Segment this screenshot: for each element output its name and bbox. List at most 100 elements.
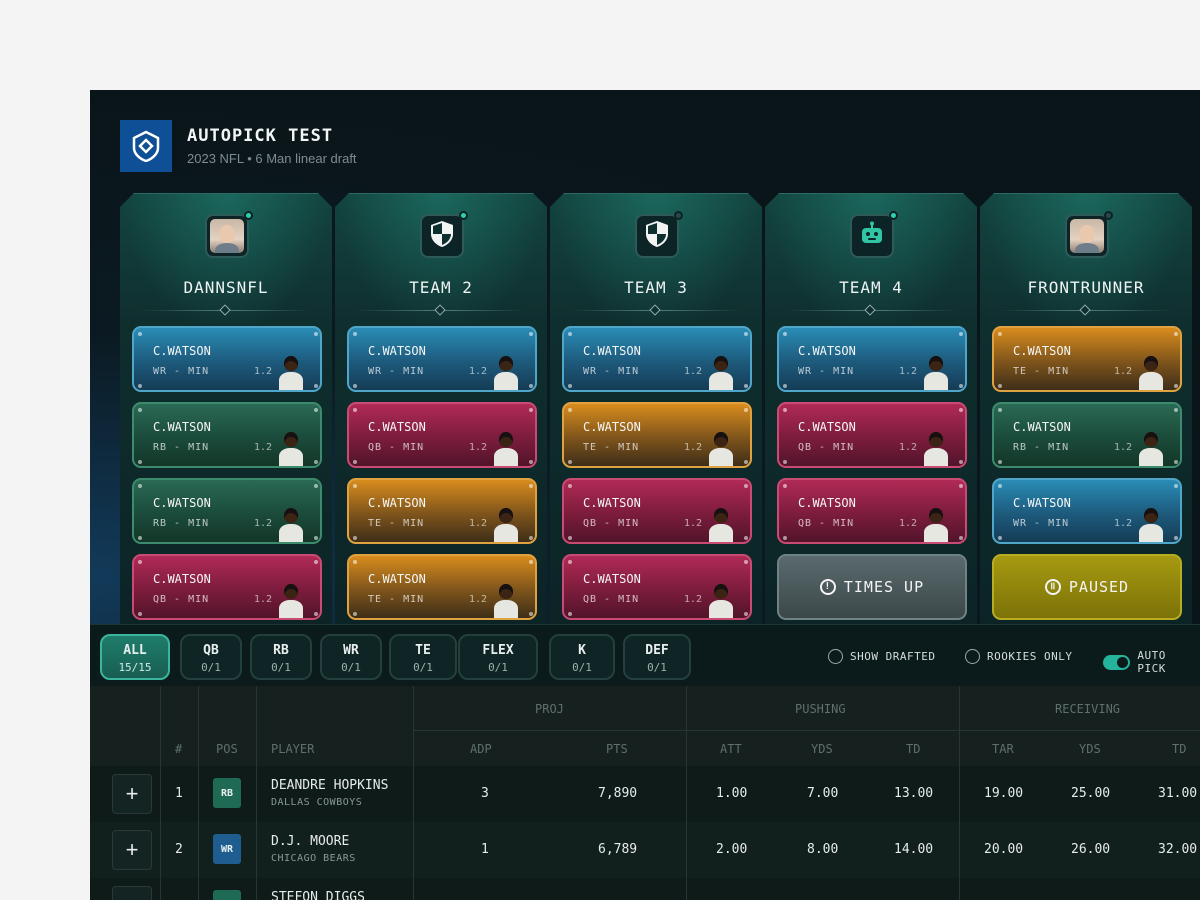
pick-card[interactable]: C.WATSON QB - MIN 1.2 <box>132 554 322 620</box>
pick-position-team: WR - MIN <box>583 366 640 377</box>
pick-number: 1.2 <box>898 442 917 453</box>
col-header-adp[interactable]: ADP <box>470 742 492 756</box>
add-player-button[interactable]: + <box>112 774 152 814</box>
draft-app: AUTOPICK TEST 2023 NFL • 6 Man linear dr… <box>90 90 1200 900</box>
player-headshot <box>1138 508 1164 542</box>
auto-pick-option[interactable]: AUTO PICK <box>1103 649 1200 675</box>
pick-card[interactable]: C.WATSON RB - MIN 1.2 <box>132 402 322 468</box>
auto-pick-label: AUTO PICK <box>1137 649 1166 675</box>
player-headshot <box>708 584 734 618</box>
pick-card[interactable]: C.WATSON WR - MIN 1.2 <box>777 326 967 392</box>
filter-count: 0/1 <box>271 661 291 674</box>
receiving-td-cell: 32.00 <box>1158 842 1198 857</box>
show-drafted-option[interactable]: SHOW DRAFTED <box>828 649 935 664</box>
pick-card[interactable]: C.WATSON WR - MIN 1.2 <box>347 326 537 392</box>
player-name[interactable]: D.J. MOORE <box>271 834 350 849</box>
pick-player-name: C.WATSON <box>583 496 641 510</box>
filter-label: WR <box>343 643 359 658</box>
player-headshot <box>1138 356 1164 390</box>
team-name: TEAM 4 <box>839 278 903 297</box>
table-row[interactable]: +1 RB DEANDRE HOPKINS DALLAS COWBOYS 3 7,890 1… <box>90 766 1200 822</box>
team-avatar[interactable] <box>420 211 468 258</box>
player-headshot <box>493 508 519 542</box>
pick-number: 1.2 <box>683 518 702 529</box>
team-column: FRONTRUNNER C.WATSON TE - MIN 1.2 C.WATSON RB… <box>980 193 1192 633</box>
pick-card[interactable]: C.WATSON WR - MIN 1.2 <box>562 326 752 392</box>
filter-def[interactable]: DEF 0/1 <box>623 634 691 680</box>
pick-card[interactable]: C.WATSON QB - MIN 1.2 <box>562 478 752 544</box>
pick-card[interactable]: C.WATSON QB - MIN 1.2 <box>347 402 537 468</box>
table-row[interactable]: + STEFON DIGGS <box>90 878 1200 900</box>
pick-player-name: C.WATSON <box>798 344 856 358</box>
rivet-dot <box>314 384 318 388</box>
rookies-only-option[interactable]: ROOKIES ONLY <box>965 649 1072 664</box>
col-divider <box>198 686 199 900</box>
col-header-rank[interactable]: # <box>175 742 183 756</box>
rivet-dot <box>744 408 748 412</box>
team-avatar[interactable] <box>1065 211 1113 258</box>
pick-card[interactable]: C.WATSON WR - MIN 1.2 <box>992 478 1182 544</box>
filter-wr[interactable]: WR 0/1 <box>320 634 382 680</box>
pick-number: 1.2 <box>683 442 702 453</box>
rivet-dot <box>568 460 572 464</box>
player-headshot <box>493 356 519 390</box>
pick-card[interactable]: C.WATSON QB - MIN 1.2 <box>777 478 967 544</box>
pick-card[interactable]: C.WATSON TE - MIN 1.2 <box>347 478 537 544</box>
filter-all[interactable]: ALL 15/15 <box>100 634 170 680</box>
filter-k[interactable]: K 0/1 <box>549 634 615 680</box>
att-cell: 2.00 <box>716 842 748 857</box>
rookies-only-radio[interactable] <box>965 649 980 664</box>
show-drafted-radio[interactable] <box>828 649 843 664</box>
rivet-dot <box>568 536 572 540</box>
pick-card[interactable]: C.WATSON RB - MIN 1.2 <box>132 478 322 544</box>
pick-card[interactable]: C.WATSON RB - MIN 1.2 <box>992 402 1182 468</box>
col-header-pos[interactable]: POS <box>216 742 238 756</box>
player-name[interactable]: STEFON DIGGS <box>271 890 365 900</box>
filter-flex[interactable]: FLEX 0/1 <box>458 634 538 680</box>
team-name: FRONTRUNNER <box>1027 278 1145 297</box>
col-header-player[interactable]: PLAYER <box>271 742 315 756</box>
rivet-dot <box>138 332 142 336</box>
player-name[interactable]: DEANDRE HOPKINS <box>271 778 389 793</box>
rivet-dot <box>138 560 142 564</box>
col-header-pts[interactable]: PTS <box>606 742 628 756</box>
pick-card[interactable]: C.WATSON TE - MIN 1.2 <box>347 554 537 620</box>
shield-icon <box>644 220 670 253</box>
pick-card[interactable]: C.WATSON WR - MIN 1.2 <box>132 326 322 392</box>
filter-qb[interactable]: QB 0/1 <box>180 634 242 680</box>
paused-status[interactable]: ॥ PAUSED <box>992 554 1182 620</box>
pick-card[interactable]: C.WATSON QB - MIN 1.2 <box>777 402 967 468</box>
league-logo <box>120 120 172 172</box>
header: AUTOPICK TEST 2023 NFL • 6 Man linear dr… <box>120 120 357 172</box>
pick-card[interactable]: C.WATSON QB - MIN 1.2 <box>562 554 752 620</box>
col-header-att[interactable]: ATT <box>720 742 742 756</box>
table-row[interactable]: +2 WR D.J. MOORE CHICAGO BEARS 1 6,789 2.00 8.0… <box>90 822 1200 878</box>
add-player-button[interactable]: + <box>112 830 152 870</box>
pick-card[interactable]: C.WATSON TE - MIN 1.2 <box>992 326 1182 392</box>
timesup-status[interactable]: ! TIMES UP <box>777 554 967 620</box>
pick-player-name: C.WATSON <box>583 420 641 434</box>
team-avatar[interactable] <box>850 211 898 258</box>
filter-count: 0/1 <box>413 661 433 674</box>
filter-rb[interactable]: RB 0/1 <box>250 634 312 680</box>
col-header-receiving-td[interactable]: TD <box>1172 742 1187 756</box>
players-table: PROJ PUSHING RECEIVING # POS PLAYER ADP … <box>90 686 1200 900</box>
position-badge <box>213 890 241 900</box>
rivet-dot <box>744 332 748 336</box>
col-header-tar[interactable]: TAR <box>992 742 1014 756</box>
team-avatar[interactable] <box>635 211 683 258</box>
pick-card[interactable]: C.WATSON TE - MIN 1.2 <box>562 402 752 468</box>
pick-position-team: RB - MIN <box>153 442 210 453</box>
add-player-button[interactable]: + <box>112 886 152 900</box>
rivet-dot <box>783 536 787 540</box>
col-header-pushing-td[interactable]: TD <box>906 742 921 756</box>
rivet-dot <box>529 384 533 388</box>
receiving-yds-cell: 26.00 <box>1071 842 1111 857</box>
filter-te[interactable]: TE 0/1 <box>389 634 457 680</box>
col-header-pushing-yds[interactable]: YDS <box>811 742 833 756</box>
filter-label: ALL <box>123 643 147 658</box>
team-column: TEAM 4 C.WATSON WR - MIN 1.2 C.WATSON QB - MI… <box>765 193 977 633</box>
auto-pick-switch[interactable] <box>1103 654 1131 670</box>
team-avatar[interactable] <box>205 211 253 258</box>
col-header-receiving-yds[interactable]: YDS <box>1079 742 1101 756</box>
